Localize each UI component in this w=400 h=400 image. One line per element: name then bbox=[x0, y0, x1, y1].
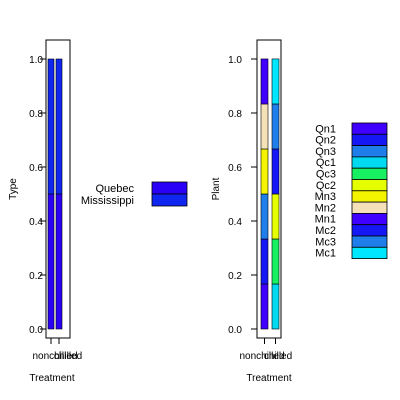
legend-label-qn1: Qn1 bbox=[315, 123, 336, 135]
bars-type bbox=[47, 58, 63, 330]
y-tick-label: 0.6 bbox=[228, 163, 242, 174]
bar-segment-quebec-chilled bbox=[55, 193, 63, 330]
legend-label-mc2: Mc2 bbox=[315, 225, 336, 237]
y-tick-label: 0.0 bbox=[29, 325, 43, 336]
bar-segment-qc1-chilled bbox=[271, 283, 280, 330]
legend-label-qn2: Qn2 bbox=[315, 135, 336, 147]
plot-frame-type bbox=[45, 39, 71, 339]
y-tick-label: 0.0 bbox=[228, 325, 242, 336]
bar-segment-qc2-chilled bbox=[271, 193, 280, 240]
legend-label-qc1: Qc1 bbox=[316, 157, 336, 169]
plot-frame-plant bbox=[256, 39, 282, 339]
legend-label-quebec: Quebec bbox=[95, 183, 134, 195]
y-tick-label: 1.0 bbox=[29, 55, 43, 66]
bar-segment-qn1-nonchilled bbox=[260, 283, 269, 330]
legend-swatch-mississippi bbox=[151, 193, 188, 207]
legend-label-mc3: Mc3 bbox=[315, 236, 336, 248]
legend-swatch-quebec bbox=[151, 181, 188, 195]
x-tick-label-nonchilled: nonchilled bbox=[32, 351, 77, 362]
legend-label-mississippi: Mississippi bbox=[81, 195, 134, 207]
bar-segment-qn3-nonchilled bbox=[260, 193, 269, 240]
x-axis-label-type: Treatment bbox=[29, 373, 74, 384]
bar-segment-mc1-chilled bbox=[271, 58, 280, 105]
y-tick-label: 0.4 bbox=[228, 217, 242, 228]
legend-swatch-mn2 bbox=[351, 201, 388, 214]
legend-swatch-qc1 bbox=[351, 156, 388, 169]
x-tick-label-chilled: chilled bbox=[54, 351, 82, 362]
x-tick-label-chilled: chilled bbox=[264, 351, 292, 362]
bar-segment-quebec-nonchilled bbox=[47, 193, 55, 330]
bar-segment-mississippi-chilled bbox=[55, 58, 63, 195]
y-axis-type: 0.0 0.2 0.4 0.6 0.8 1.0 bbox=[29, 55, 46, 336]
legend-swatch-mc1 bbox=[351, 246, 388, 260]
bar-segment-mississippi-nonchilled bbox=[47, 58, 55, 195]
x-tick-label-nonchilled: nonchilled bbox=[239, 351, 284, 362]
legend-label-mn1: Mn1 bbox=[315, 214, 336, 226]
legend-swatch-qc3 bbox=[351, 167, 388, 180]
y-tick-label: 0.4 bbox=[29, 217, 43, 228]
y-axis-label-type: Type bbox=[8, 178, 19, 200]
legend-label-qc3: Qc3 bbox=[316, 169, 336, 181]
legend-swatch-qn3 bbox=[351, 145, 388, 158]
y-axis-plant: 0.0 0.2 0.4 0.6 0.8 1.0 bbox=[228, 55, 257, 336]
y-tick-label: 0.6 bbox=[29, 163, 43, 174]
legend-swatch-mn1 bbox=[351, 212, 388, 226]
y-tick-label: 1.0 bbox=[228, 55, 242, 66]
legend-swatch-mn3 bbox=[351, 190, 388, 203]
y-tick-label: 0.8 bbox=[29, 109, 43, 120]
bar-segment-mc2-chilled bbox=[271, 148, 280, 195]
legend-swatch-qn1 bbox=[351, 122, 388, 135]
bar-segment-mc3-chilled bbox=[271, 103, 280, 150]
legend-swatch-mc2 bbox=[351, 224, 388, 237]
y-tick-label: 0.8 bbox=[228, 109, 242, 120]
legend-label-mn3: Mn3 bbox=[315, 191, 336, 203]
bar-segment-mn1-nonchilled bbox=[260, 58, 269, 105]
bar-segment-mn3-nonchilled bbox=[260, 148, 269, 195]
y-tick-label: 0.2 bbox=[228, 271, 242, 282]
legend-label-qc2: Qc2 bbox=[316, 180, 336, 192]
y-tick-label: 0.2 bbox=[29, 271, 43, 282]
x-axis-label-plant: Treatment bbox=[246, 373, 291, 384]
legend-swatch-qc2 bbox=[351, 179, 388, 192]
legend-label-qn3: Qn3 bbox=[315, 146, 336, 158]
bar-segment-mn2-nonchilled bbox=[260, 103, 269, 150]
bars-plant bbox=[260, 58, 280, 330]
bar-segment-qn2-nonchilled bbox=[260, 238, 269, 285]
bar-segment-qc3-chilled bbox=[271, 238, 280, 285]
y-axis-label-plant: Plant bbox=[211, 177, 222, 200]
legend-swatch-qn2 bbox=[351, 133, 388, 147]
legend-label-mc1: Mc1 bbox=[315, 248, 336, 260]
legend-label-mn2: Mn2 bbox=[315, 202, 336, 214]
legend-swatch-mc3 bbox=[351, 235, 388, 248]
